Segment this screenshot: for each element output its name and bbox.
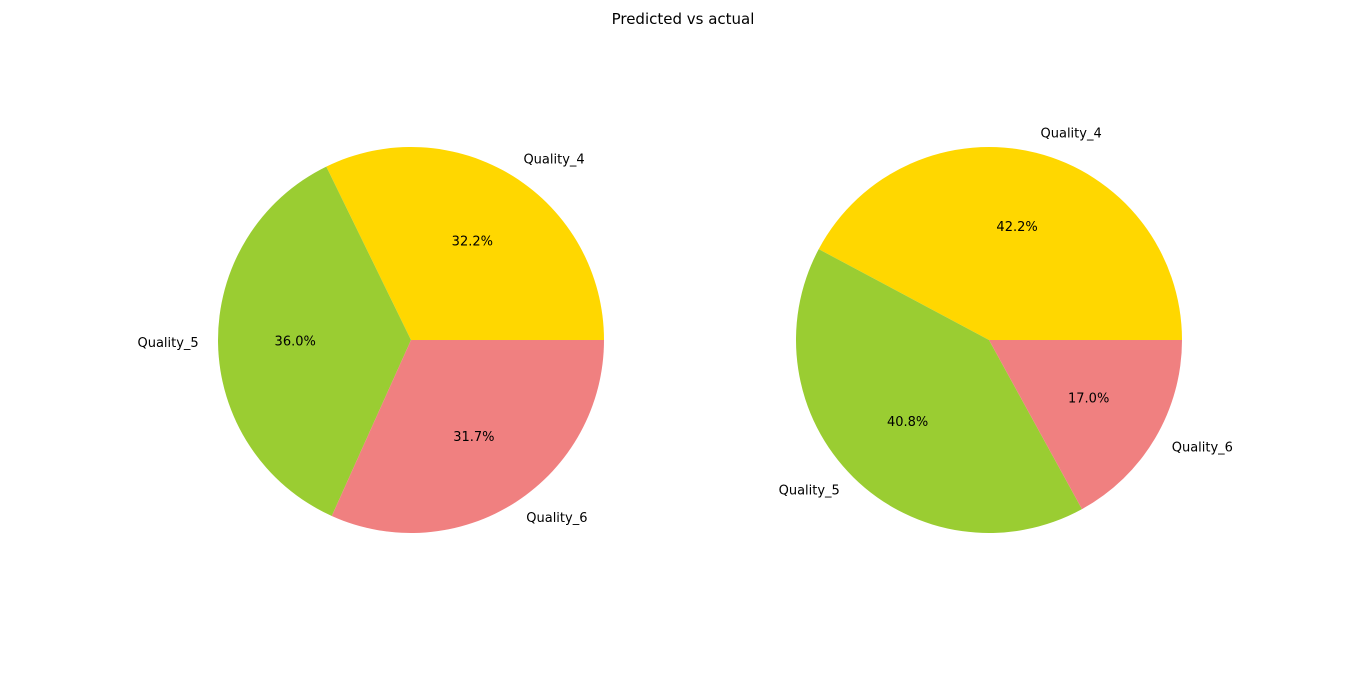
pie-2-percent-label: 42.2% [996,220,1037,235]
pie-1-percent-label: 31.7% [453,430,494,445]
pie-2-slice-quality-6 [989,340,1182,510]
pie-2-category-label: Quality_6 [1172,441,1233,456]
pie-chart-2: 42.2% Quality_4 40.8% Quality_5 17.0% Quality… [779,127,1233,534]
pie-2-category-label: Quality_4 [1041,127,1102,142]
pie-2-category-label: Quality_5 [779,484,840,499]
pie-2-slice-quality-5 [795,249,1082,534]
figure-title: Predicted vs actual [611,10,755,28]
pie-2-percent-label: 40.8% [887,415,928,430]
pie-2-percent-label: 17.0% [1068,391,1109,406]
pie-1-percent-label: 32.2% [452,234,493,249]
pie-chart-1: 32.2% Quality_4 36.0% Quality_5 31.7% Quality… [137,147,604,533]
pie-1-slice-quality-4 [326,147,604,340]
pie-1-percent-label: 36.0% [275,334,316,349]
pie-1-slice-quality-6 [331,340,604,533]
pie-2-slice-quality-4 [818,146,1182,340]
pie-1-category-label: Quality_6 [526,511,587,526]
pie-1-category-label: Quality_4 [523,152,584,167]
pie-1-slice-quality-5 [218,166,411,516]
pie-1-category-label: Quality_5 [137,336,198,351]
